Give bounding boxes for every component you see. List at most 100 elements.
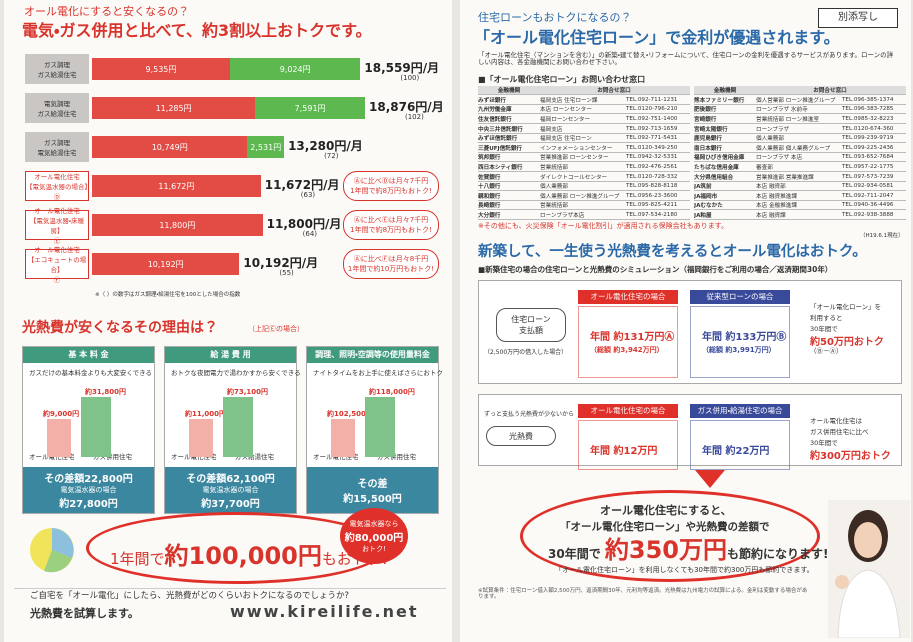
callout-line: Ⓐに比べⒹは月々7千円: [353, 177, 429, 185]
plan-header: オール電化住宅の場合: [578, 290, 678, 304]
plan-header: ガス併用・給湯住宅の場合: [690, 404, 790, 418]
column-header: 調理、照明・空調等の使用量料金: [307, 347, 438, 363]
table-cell: TEL.0120-349-250: [626, 144, 678, 151]
table-row: JAむなかた 本店 金融推進課 TEL.0940-36-4496: [694, 201, 906, 211]
table-cell: 福岡支店 住宅ローン課: [540, 97, 598, 104]
table-cell: TEL.092-711-2047: [842, 192, 894, 199]
table-cell: 宮崎銀行: [694, 116, 717, 123]
table-row: JA筑前 本店 融資部 TEL.092-934-0581: [694, 182, 906, 192]
table-row: 長崎銀行 営業統括部 TEL.095-825-4211: [478, 201, 690, 211]
row-label-line: 電気給湯住宅: [37, 149, 77, 157]
stamp: 別添写し: [818, 8, 898, 28]
plan-box: [578, 420, 678, 470]
column-header: 給 湯 費 用: [165, 347, 296, 363]
table-cell: 鹿児島銀行: [694, 136, 722, 143]
difference-box: その差 約15,500円: [307, 467, 438, 513]
table-cell: 西日本シティ銀行: [478, 164, 523, 171]
arrow: [695, 470, 725, 488]
gas-bar: 9,024円: [229, 58, 361, 80]
result-line: 「オール電化ローン」を: [810, 303, 882, 311]
reason-column: 基 本 料 金ガスだけの基本料金よりも大変安くできる 約31,800円 約9,000…: [22, 346, 155, 514]
reason-column: 調理、照明・空調等の使用量料金 ナイトタイムをお上手に使えばさらにおトク 約118,…: [306, 346, 443, 514]
column-text: 約11,000円: [185, 410, 227, 418]
row-label-line: ガス給湯住宅: [37, 110, 77, 118]
electric-bar: 10,192円: [92, 253, 240, 275]
table-cell: 個人業務部: [756, 136, 784, 143]
table-header: 金融機関 お問合せ窓口: [478, 86, 690, 96]
plan-line: 年間 約22万円: [702, 446, 770, 457]
table-row: 十八銀行 個人業務部 TEL.095-828-8118: [478, 182, 690, 192]
table-cell: JA筑前: [694, 184, 712, 191]
plan-box: [690, 306, 790, 378]
result-line: 利用すると: [810, 314, 843, 322]
table-cell: 宮崎太陽銀行: [694, 126, 728, 133]
row-label-line: ガス調理: [44, 139, 70, 147]
table-cell: 熊本ファミリー銀行: [694, 97, 745, 104]
table-cell: TEL.0120-728-332: [626, 173, 678, 180]
row-label-line: 【電気温水器の場合】: [26, 183, 91, 191]
table-cell: ローンプラザ本店: [540, 212, 585, 219]
table-cell: TEL.097-534-2180: [626, 211, 678, 218]
row-label-line: ガス給湯住宅: [37, 71, 77, 79]
column-bar: [331, 419, 355, 457]
total: 11,800円/月: [266, 217, 342, 231]
difference-line: 約15,500円: [343, 494, 402, 505]
body: [837, 569, 901, 638]
table-cell: TEL.0120-674-360: [842, 125, 894, 132]
table-cell: 中央三井信託銀行: [478, 126, 523, 133]
table-cell: JAむなかた: [694, 203, 723, 210]
table-cell: みずほ信託銀行: [478, 136, 518, 143]
plan-header: 従来型ローンの場合: [690, 290, 790, 304]
table-cell: TEL.092-934-0581: [842, 183, 894, 190]
table-cell: 個人業務部 個人業務グループ: [756, 145, 831, 152]
table-cell: 福岡ひびき信用金庫: [694, 155, 745, 162]
table-cell: 営業統括部 ローン推進室: [756, 116, 820, 123]
badge-text: おトク!: [362, 544, 386, 553]
result-line: 約50万円おトク: [810, 337, 884, 348]
table-cell: TEL.093-652-7684: [842, 154, 894, 161]
table-cell: みずほ銀行: [478, 97, 506, 104]
table-cell: 親和銀行: [478, 193, 501, 200]
footer-text: 光熱費を試算します。: [30, 607, 139, 620]
pie-illustration: [30, 528, 74, 573]
difference-line: 約27,800円: [59, 499, 118, 510]
table-cell: インフォメーションセンター: [540, 145, 613, 152]
table-cell: TEL.0942-32-5331: [626, 154, 678, 161]
difference-box: その差額22,800円 電気温水器の場合 約27,800円: [23, 467, 154, 513]
conclusion-text: オール電化住宅にすると、: [600, 504, 732, 517]
column-text: ナイトタイムをお上手に使えばさらにおトク: [313, 369, 443, 377]
table-cell: TEL.092-771-5431: [626, 135, 678, 142]
table-cell: TEL.0956-23-3600: [626, 192, 678, 199]
total: 18,559円/月: [364, 61, 440, 75]
callout-line: Ⓐに比べⒺは月々7千円: [353, 216, 429, 224]
header-cell: お問合せ窓口: [813, 88, 847, 95]
column-text: 約73,100円: [227, 388, 269, 396]
table-row: 熊本ファミリー銀行 個人営業部 ローン推進グループ TEL.096-385-1374: [694, 96, 906, 105]
table-row: 九州労働金庫 本店 ローンセンター TEL.0120-796-210: [478, 105, 690, 115]
side-badge: 電気温水器なら 約80,000円 おトク!: [340, 508, 408, 564]
table-cell: ダイレクトコールセンター: [540, 174, 608, 181]
column-bar: [81, 397, 111, 457]
difference-line: その差額62,100円: [186, 474, 275, 485]
row-label-line: オール電化住宅: [34, 173, 80, 181]
column-text: 約9,000円: [43, 410, 80, 418]
notes: ※試算条件：住宅ローン借入額2,500万円、返済期間30年、元利均等返済。光熱費…: [478, 588, 808, 601]
index: (55): [279, 269, 294, 277]
difference-line: その差額22,800円: [44, 474, 133, 485]
conclusion-oval: [520, 490, 820, 582]
callout-line: 1年間で約8万円もおトク!: [350, 226, 432, 234]
table-row: 西日本シティ銀行 営業統括部 TEL.092-476-2561: [478, 163, 690, 173]
table-cell: JA福岡市: [694, 193, 718, 200]
table-cell: 南日本銀行: [694, 145, 722, 152]
table-cell: 営業推進部 ローンセンター: [540, 155, 609, 162]
table-cell: 営業統括部: [540, 203, 568, 210]
column-text: オール電化住宅: [171, 453, 217, 461]
index: (102): [405, 113, 424, 121]
table-row: 福岡ひびき信用金庫 ローンプラザ 本店 TEL.093-652-7684: [694, 153, 906, 163]
result-line: オール電化住宅は: [810, 417, 862, 425]
face: [854, 522, 882, 558]
row-label-line: 電気調理: [44, 100, 70, 108]
table-cell: TEL.092-938-3888: [842, 211, 894, 218]
table-row: 筑邦銀行 営業推進部 ローンセンター TEL.0942-32-5331: [478, 153, 690, 163]
table-cell: 福岡支店 住宅ローン: [540, 136, 592, 143]
